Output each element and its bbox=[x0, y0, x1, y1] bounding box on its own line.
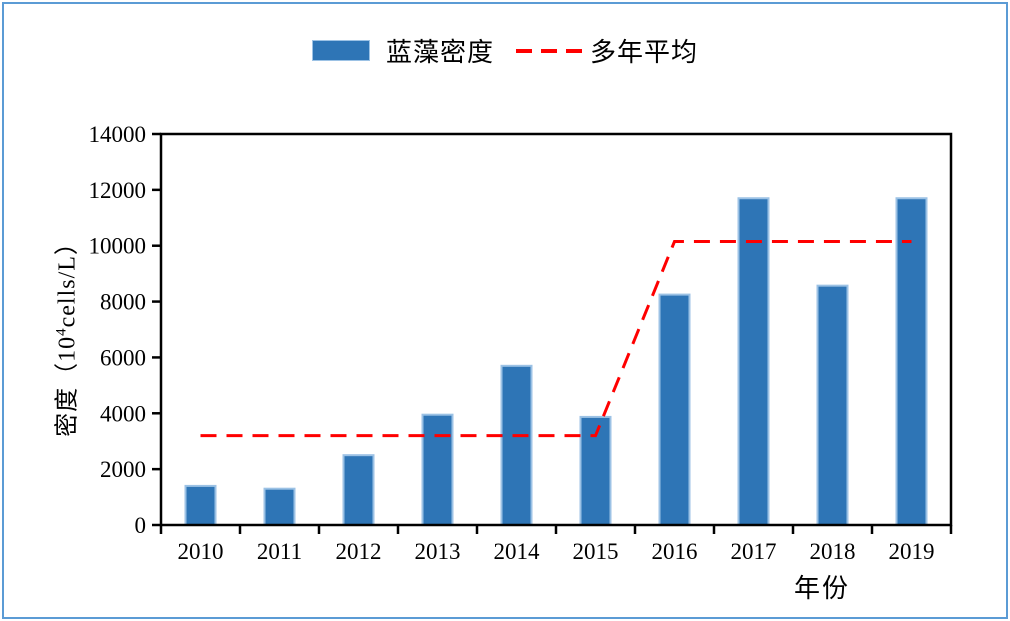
bar-2017 bbox=[737, 197, 770, 526]
legend-bar-label: 蓝藻密度 bbox=[385, 38, 494, 67]
bar-2013 bbox=[421, 413, 454, 526]
bar-2016 bbox=[658, 293, 691, 527]
bar-2018 bbox=[816, 284, 849, 526]
bar-2012 bbox=[342, 454, 375, 526]
y-axis-title-superscript: 4 bbox=[53, 327, 70, 336]
x-tick-label: 2015 bbox=[573, 539, 619, 564]
x-tick-label: 2018 bbox=[810, 539, 856, 564]
plot-area: 0 2000 4000 6000 8000 10000 12000 14000 2010 2011… bbox=[89, 122, 953, 564]
x-tick-label: 2019 bbox=[889, 539, 935, 564]
y-tick-label: 12000 bbox=[89, 178, 147, 203]
x-tick-label: 2014 bbox=[494, 539, 541, 564]
x-tick-label: 2011 bbox=[257, 539, 302, 564]
y-tick-label: 4000 bbox=[100, 401, 146, 426]
average-line bbox=[200, 240, 912, 438]
x-tick-label: 2017 bbox=[731, 539, 777, 564]
y-tick-label: 14000 bbox=[89, 122, 147, 147]
bar-2014 bbox=[500, 364, 533, 526]
y-tick-label: 2000 bbox=[100, 457, 146, 482]
x-tick-label: 2012 bbox=[336, 539, 382, 564]
y-tick-label: 0 bbox=[135, 513, 147, 538]
x-axis-title: 年份 bbox=[793, 574, 850, 603]
y-tick-label: 6000 bbox=[100, 345, 146, 370]
x-tick-label: 2013 bbox=[415, 539, 461, 564]
y-axis-title-text: 密度（10 bbox=[54, 335, 81, 437]
x-tick-label: 2010 bbox=[178, 539, 224, 564]
y-tick-label: 8000 bbox=[100, 290, 146, 315]
legend-line-label: 多年平均 bbox=[590, 38, 699, 67]
y-axis-title: 密度（104cells/L） bbox=[47, 184, 82, 484]
chart-legend: 蓝藻密度 多年平均 bbox=[4, 32, 1006, 69]
y-tick-label: 10000 bbox=[89, 234, 147, 259]
legend-bar-swatch bbox=[311, 40, 370, 61]
plot-frame bbox=[159, 132, 953, 527]
bar-2011 bbox=[263, 487, 296, 527]
bar-2019 bbox=[895, 197, 928, 526]
legend-dashed-line-swatch bbox=[516, 48, 582, 53]
y-axis-title-unit: cells/L） bbox=[54, 230, 81, 328]
x-tick-label: 2016 bbox=[652, 539, 698, 564]
bar-2010 bbox=[184, 484, 217, 526]
